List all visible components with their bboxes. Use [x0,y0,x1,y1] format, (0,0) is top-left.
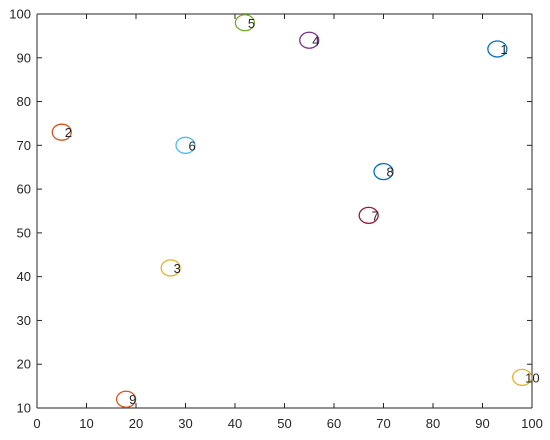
point-marker [373,162,394,181]
y-tick-label: 20 [17,357,31,372]
axes: 0 10 20 30 40 50 60 70 80 90 100102030405060708090… [9,7,543,432]
point-marker [358,206,379,225]
x-tick-label: 40 [228,416,242,431]
y-tick-label: 60 [17,182,31,197]
axis-ticks: 0 10 20 30 40 50 60 70 80 90 100102030405060708090… [9,7,543,432]
point-label: 2 [65,125,72,140]
data-point: 10 [511,368,540,387]
point-marker [299,31,320,49]
data-point: 3 [160,259,181,277]
data-points: 1 2 3 4 5 6 7 8 9 10 [51,14,540,408]
x-tick-label: 20 [129,416,143,431]
y-tick-label: 10 [17,401,31,416]
data-point: 1 [487,40,508,58]
data-point: 2 [51,123,72,141]
y-tick-label: 50 [17,225,31,240]
point-marker [160,259,181,277]
point-label: 4 [312,33,319,48]
point-marker [234,14,256,32]
point-label: 6 [189,138,196,153]
data-point: 5 [234,14,256,32]
data-point: 7 [358,206,379,225]
point-label: 9 [129,392,136,407]
y-tick-label: 30 [17,313,31,328]
x-tick-label: 10 [79,416,93,431]
y-tick-label: 40 [17,269,31,284]
x-tick-label: 50 [277,416,291,431]
point-label: 3 [174,261,181,276]
point-label: 1 [500,42,507,57]
point-marker [175,136,196,154]
x-tick-label: 30 [178,416,192,431]
x-tick-label: 80 [426,416,440,431]
x-tick-label: 90 [475,416,489,431]
x-tick-label: 100 [521,416,543,431]
y-tick-label: 100 [9,7,31,22]
y-tick-label: 80 [17,94,31,109]
point-marker [511,368,533,387]
data-point: 6 [175,136,196,154]
data-point: 4 [299,31,320,49]
point-marker [115,390,137,408]
y-tick-label: 90 [17,50,31,65]
point-label: 8 [387,165,394,180]
x-tick-label: 70 [376,416,390,431]
point-label: 5 [248,16,255,31]
x-tick-label: 0 [33,416,40,431]
point-marker [51,123,72,141]
data-point: 8 [373,162,394,181]
point-label: 10 [525,370,539,385]
point-label: 7 [372,208,379,223]
point-marker [487,40,508,58]
y-tick-label: 70 [17,138,31,153]
x-tick-label: 60 [327,416,341,431]
data-point: 9 [115,390,137,408]
